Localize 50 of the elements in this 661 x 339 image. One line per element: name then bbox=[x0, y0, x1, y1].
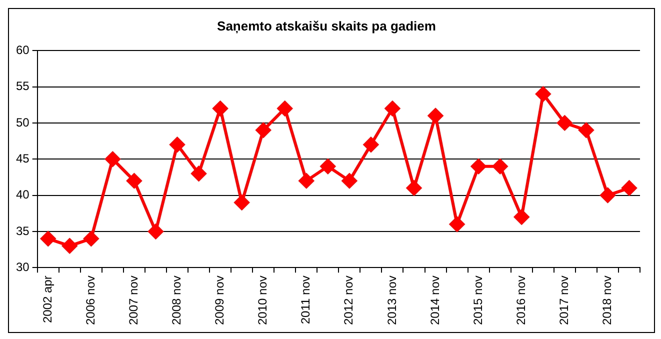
point bbox=[277, 100, 292, 116]
point bbox=[40, 231, 56, 246]
x-tick-label: 2016 nov bbox=[514, 276, 528, 326]
y-tick-label: 45 bbox=[16, 151, 30, 166]
point bbox=[170, 137, 185, 152]
point bbox=[363, 137, 378, 152]
y-tick-label: 55 bbox=[16, 79, 30, 94]
x-tick-label: 2014 nov bbox=[428, 276, 442, 326]
x-tick-label: 2017 nov bbox=[556, 276, 571, 326]
x-tick-label: 2015 nov bbox=[470, 276, 485, 326]
point bbox=[428, 108, 444, 124]
point bbox=[320, 158, 336, 174]
y-tick-label: 30 bbox=[16, 260, 30, 274]
x-tick-label: 2009 nov bbox=[212, 276, 227, 326]
y-tick-label: 50 bbox=[16, 115, 30, 130]
x-tick-label: 2013 nov bbox=[384, 276, 399, 326]
point bbox=[256, 122, 271, 138]
point bbox=[148, 224, 164, 239]
x-tick-label: 2010 nov bbox=[256, 276, 270, 326]
point bbox=[536, 86, 551, 102]
point bbox=[557, 115, 572, 130]
point bbox=[450, 216, 465, 232]
x-tick-label: 2007 nov bbox=[126, 276, 141, 326]
point bbox=[234, 195, 250, 210]
x-tick-label: 2011 nov bbox=[298, 276, 313, 324]
point bbox=[622, 180, 637, 196]
y-tick-label: 40 bbox=[16, 188, 30, 202]
point bbox=[212, 100, 228, 116]
point bbox=[578, 122, 594, 138]
point bbox=[492, 158, 508, 174]
point bbox=[105, 152, 120, 167]
point bbox=[84, 231, 99, 246]
point bbox=[471, 158, 486, 174]
x-tick-label: 2012 nov bbox=[342, 276, 356, 326]
chart-title: Saņemto atskaišu skaits pa gadiem bbox=[217, 18, 436, 34]
y-tick-label: 35 bbox=[16, 224, 30, 238]
point bbox=[62, 238, 78, 254]
y-tick-label: 60 bbox=[16, 42, 30, 57]
point bbox=[126, 173, 142, 188]
point bbox=[514, 209, 530, 224]
x-tick-label: 2008 nov bbox=[170, 276, 184, 326]
point bbox=[191, 166, 206, 182]
x-tick-label: 2006 nov bbox=[83, 276, 98, 326]
point bbox=[406, 180, 422, 196]
x-tick-label: 2018 nov bbox=[600, 276, 614, 326]
point bbox=[342, 173, 357, 188]
point bbox=[600, 188, 616, 203]
x-tick-label: 2002 apr bbox=[40, 276, 54, 323]
point bbox=[384, 100, 400, 116]
point bbox=[298, 173, 314, 188]
